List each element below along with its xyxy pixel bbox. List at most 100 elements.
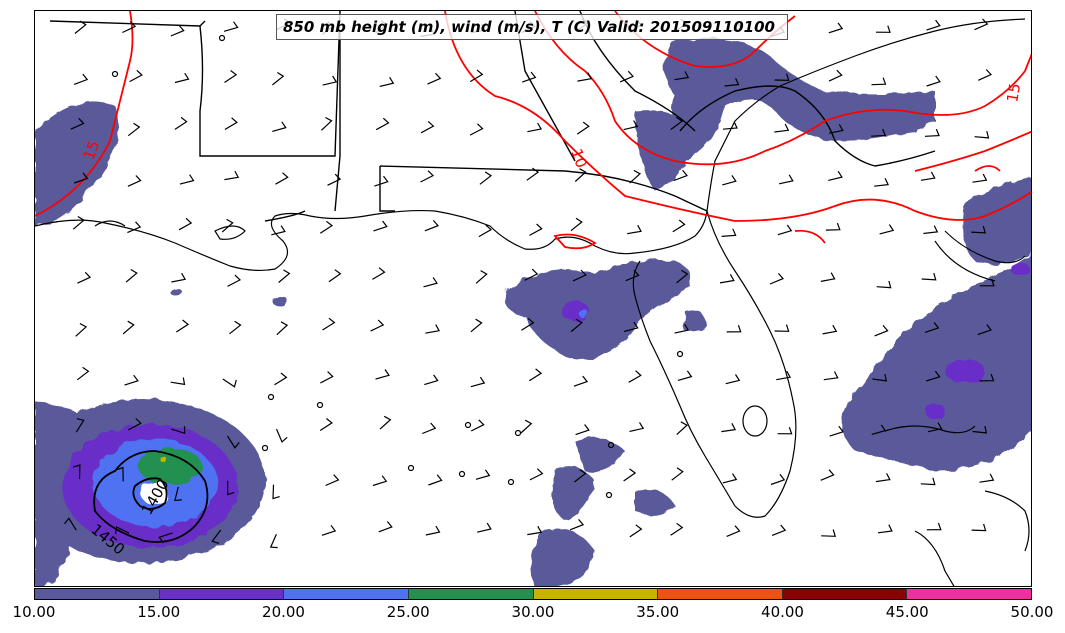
wind-barb (477, 522, 492, 533)
wind-barb (920, 171, 936, 181)
wind-barb (74, 20, 87, 34)
wind-barb (424, 374, 439, 386)
wind-barbs (64, 18, 995, 549)
wind-barb (828, 22, 844, 34)
colorbar-segment (35, 589, 159, 599)
wind-barb (676, 269, 689, 284)
wind-barb (378, 521, 393, 533)
wind-barb (520, 419, 533, 434)
wind-barb (469, 69, 484, 83)
temperature-contours (35, 11, 1031, 250)
wind-barb (470, 376, 486, 388)
wind-barb (774, 73, 790, 82)
wind-barb (572, 269, 587, 282)
wind-barb (629, 169, 642, 184)
wind-barb (320, 371, 334, 384)
wind-barb (272, 121, 287, 132)
wind-barb (374, 175, 389, 187)
wind-barb (924, 322, 940, 333)
wind-barb (276, 321, 289, 336)
wind-barb (726, 525, 741, 537)
wind-barb (74, 172, 89, 184)
wind-barb (776, 370, 792, 381)
wind-barb (573, 375, 589, 387)
wind-barb (871, 77, 887, 86)
wind-barb (820, 272, 836, 282)
calm-wind-circle (676, 350, 684, 358)
map-panel: 15 10 15 1400 1450 (34, 10, 1032, 587)
calm-wind-circle (464, 421, 472, 429)
wind-barb (170, 25, 185, 37)
wind-barb (771, 524, 787, 536)
wind-barb (825, 222, 841, 231)
wind-barb (722, 473, 738, 484)
calm-wind-circle (218, 34, 226, 42)
wind-barb (322, 317, 336, 331)
wind-barb (828, 170, 843, 181)
wind-barb (475, 469, 491, 480)
wind-barb (623, 468, 637, 482)
wind-barb (619, 70, 635, 83)
wind-barb (872, 373, 888, 382)
wind-barb (229, 320, 242, 335)
wind-barb (373, 220, 388, 232)
wind-barb (923, 225, 939, 235)
wind-barb (72, 215, 85, 230)
wind-barb (529, 468, 544, 481)
wind-barb (375, 369, 390, 380)
wind-barb (527, 122, 543, 133)
wind-barb (879, 224, 895, 235)
wind-barb (372, 475, 388, 487)
wind-barb (129, 69, 143, 83)
wind-barb (527, 525, 543, 536)
wind-barb (178, 217, 193, 231)
wind-barb (926, 370, 941, 382)
colorbar-tick-label: 25.00 (386, 603, 430, 621)
wind-barb (770, 473, 786, 486)
wind-barb (422, 422, 437, 435)
wind-barb (721, 228, 737, 237)
wind-barb (224, 117, 238, 131)
wind-barb (75, 322, 88, 337)
wind-barb (977, 324, 992, 336)
wind-barb (719, 274, 735, 284)
wind-barb (328, 269, 342, 283)
temperature-label-10: 10 (567, 146, 590, 170)
wind-barb (528, 368, 543, 382)
wind-barb (274, 372, 288, 386)
temperature-labels: 15 10 15 (80, 82, 1024, 171)
wind-barb (475, 270, 488, 284)
map-title: 850 mb height (m), wind (m/s), T (C) Val… (276, 14, 788, 40)
wind-barb (926, 522, 942, 531)
wind-barb (575, 424, 590, 436)
coastline (35, 18, 1030, 586)
wind-barb (674, 323, 690, 334)
wind-barb (171, 272, 187, 283)
calm-wind-circle (407, 464, 415, 472)
wind-barb (325, 474, 340, 487)
wind-barb (926, 75, 941, 87)
wind-barb (125, 268, 138, 283)
wind-barb (924, 128, 940, 137)
wind-barb (972, 173, 988, 183)
wind-barb (623, 321, 639, 333)
calm-wind-circle (507, 478, 515, 486)
colorbar (34, 588, 1032, 600)
wind-barb (221, 218, 234, 233)
colorbar-segment (158, 589, 284, 599)
wind-barb (223, 21, 239, 32)
wind-barb (726, 325, 742, 333)
wind-barb (171, 426, 186, 435)
wind-barb (979, 279, 995, 287)
wind-barb (577, 72, 593, 82)
wind-barb (375, 117, 390, 131)
map-canvas: 15 10 15 1400 1450 (35, 11, 1031, 586)
wind-barb (829, 425, 844, 437)
wind-barb (927, 422, 943, 433)
wind-barb (379, 76, 395, 87)
wind-barb (423, 277, 438, 288)
wind-barb (576, 121, 590, 135)
wind-barb (224, 70, 238, 83)
wind-barb (470, 318, 483, 333)
wind-barb (672, 219, 686, 233)
